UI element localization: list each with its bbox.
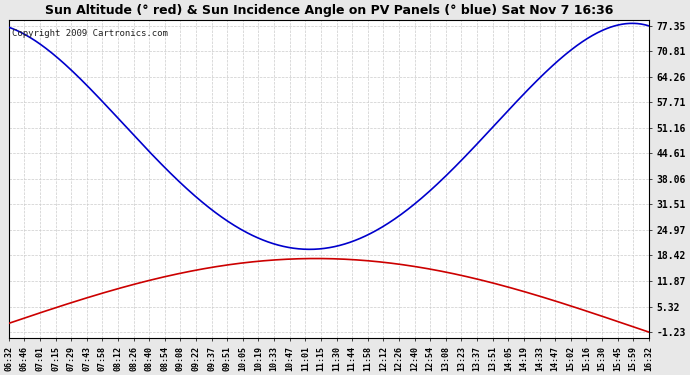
Title: Sun Altitude (° red) & Sun Incidence Angle on PV Panels (° blue) Sat Nov 7 16:36: Sun Altitude (° red) & Sun Incidence Ang… bbox=[45, 4, 613, 17]
Text: Copyright 2009 Cartronics.com: Copyright 2009 Cartronics.com bbox=[12, 29, 168, 38]
